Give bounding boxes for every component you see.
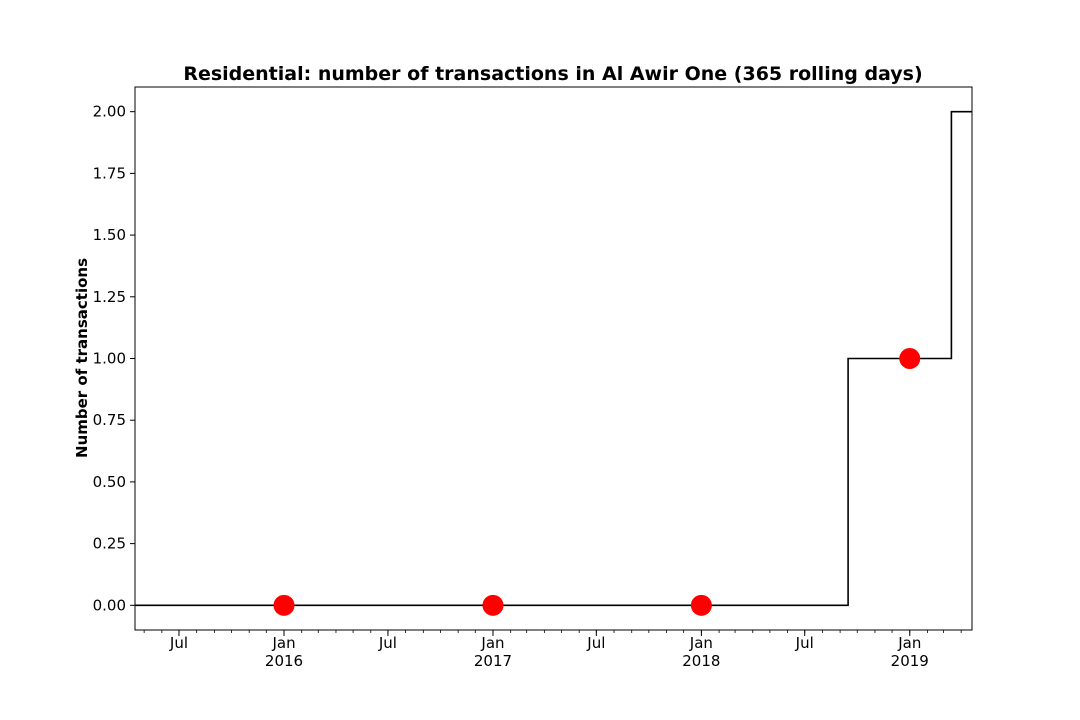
plot-frame <box>134 86 973 631</box>
y-tick-label: 0.75 <box>93 411 126 429</box>
x-tick-label: Jul <box>378 634 397 652</box>
x-tick-label: Jan <box>480 634 504 652</box>
x-tick-label: Jul <box>586 634 605 652</box>
x-tick-label: Jul <box>169 634 188 652</box>
axis-ticks: 0.00 0.25 0.50 0.75 1.00 1.25 1.50 1.75 2.00 Jul J… <box>93 103 962 670</box>
plot-area <box>135 110 972 616</box>
y-tick-label: 1.50 <box>93 226 126 244</box>
y-axis-label: Number of transactions <box>73 258 91 458</box>
data-point <box>482 594 504 616</box>
y-tick-label: 1.75 <box>93 164 126 182</box>
y-tick-label: 0.25 <box>93 535 126 553</box>
chart-title: Residential: number of transactions in A… <box>183 63 922 85</box>
x-tick-label: Jan <box>897 634 921 652</box>
x-tick-label: Jan <box>271 634 295 652</box>
data-point <box>273 594 295 616</box>
series-line <box>135 110 972 607</box>
x-tick-year-label: 2016 <box>265 652 303 670</box>
y-tick-label: 2.00 <box>93 103 126 121</box>
y-tick-label: 1.00 <box>93 350 126 368</box>
y-tick-label: 1.25 <box>93 288 126 306</box>
y-tick-label: 0.50 <box>93 473 126 491</box>
x-tick-label: Jul <box>795 634 814 652</box>
x-tick-label: Jan <box>689 634 713 652</box>
x-tick-year-label: 2017 <box>474 652 512 670</box>
data-point <box>899 348 921 369</box>
x-tick-year-label: 2018 <box>682 652 720 670</box>
y-tick-label: 0.00 <box>93 596 126 614</box>
data-point <box>690 594 712 616</box>
x-tick-year-label: 2019 <box>891 652 929 670</box>
